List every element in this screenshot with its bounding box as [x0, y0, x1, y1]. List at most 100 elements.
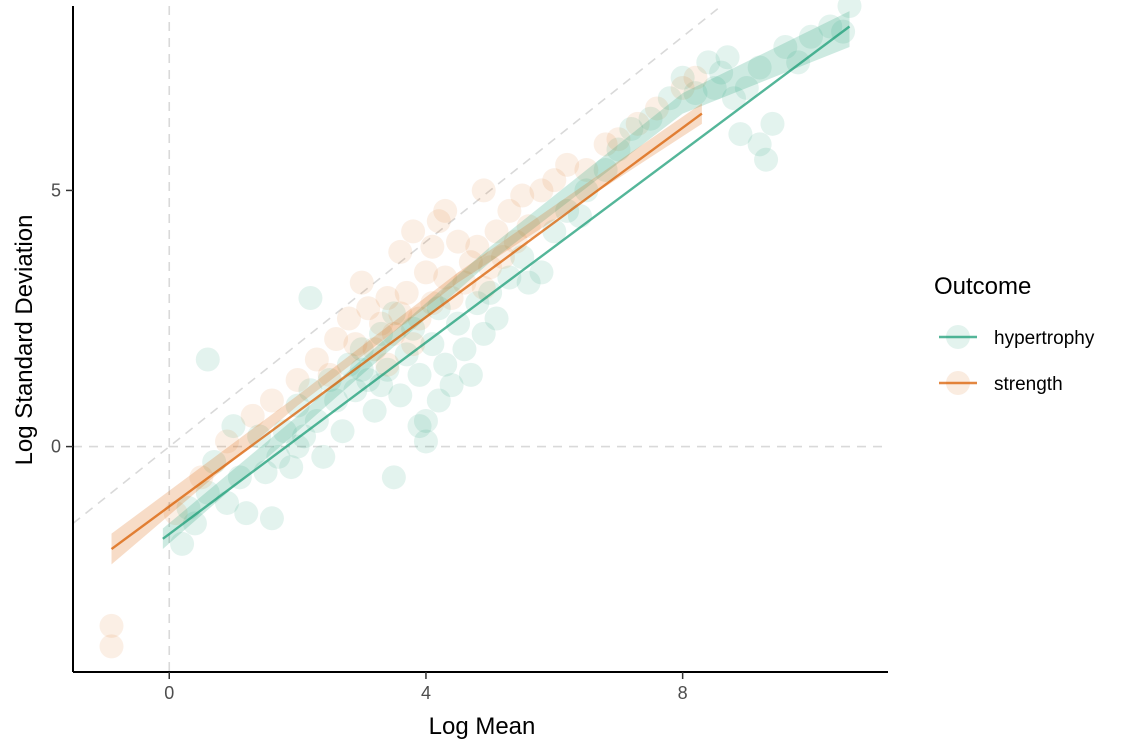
strength-point: [670, 75, 695, 100]
axes: [72, 6, 888, 673]
strength-point: [490, 245, 515, 270]
strength-point: [394, 280, 419, 305]
strength-point: [369, 311, 394, 336]
x-tick-label: 4: [421, 683, 431, 703]
hypertrophy-point: [516, 270, 541, 295]
hypertrophy-point: [715, 45, 740, 70]
strength-point: [606, 127, 631, 152]
strength-point: [240, 403, 265, 428]
hypertrophy-point: [381, 301, 406, 326]
hypertrophy-point: [407, 362, 432, 387]
hypertrophy-point: [285, 393, 310, 418]
strength-point: [542, 168, 567, 193]
hypertrophy-point: [747, 132, 772, 157]
hypertrophy-point: [279, 455, 304, 480]
strength-point: [433, 265, 458, 290]
strength-point: [375, 352, 400, 377]
hypertrophy-point: [484, 306, 509, 331]
hypertrophy-point: [298, 286, 323, 311]
hypertrophy-point: [452, 337, 477, 362]
hypertrophy-point: [446, 311, 471, 336]
hypertrophy-point: [195, 347, 220, 372]
x-axis-title: Log Mean: [429, 713, 536, 740]
strength-point: [324, 327, 349, 351]
y-tick-label: 5: [51, 180, 61, 200]
strength-point: [644, 96, 669, 121]
hypertrophy-point: [234, 501, 259, 526]
strength-point: [683, 65, 708, 90]
strength-fit-line: [110, 112, 703, 551]
hypertrophy-point: [670, 65, 695, 90]
hypertrophy-point: [754, 147, 779, 172]
strength-point: [304, 347, 329, 372]
strength-point: [471, 178, 496, 203]
hypertrophy-point: [259, 506, 284, 531]
legend-label: strength: [994, 374, 1063, 395]
hypertrophy-point: [362, 398, 387, 423]
hypertrophy-point: [529, 260, 554, 285]
hypertrophy-confidence-band: [162, 11, 850, 550]
hypertrophy-point: [182, 511, 207, 536]
hypertrophy-point: [728, 122, 753, 147]
hypertrophy-point: [837, 0, 862, 18]
strength-point: [388, 301, 413, 326]
data-points: [99, 0, 862, 659]
hypertrophy-point: [458, 362, 483, 387]
x-tick-label: 8: [678, 683, 688, 703]
strength-point: [356, 296, 381, 321]
hypertrophy-point: [413, 408, 438, 433]
hypertrophy-point: [683, 81, 708, 106]
strength-point: [555, 152, 580, 177]
legend-label: hypertrophy: [994, 328, 1095, 349]
hypertrophy-point: [619, 116, 644, 141]
legend-item-strength: strength: [939, 371, 1063, 395]
hypertrophy-point: [298, 378, 323, 403]
hypertrophy-point: [215, 490, 240, 515]
strength-point: [510, 183, 535, 208]
reference-lines: [72, 5, 888, 672]
strength-point: [336, 306, 361, 331]
hypertrophy-point: [426, 388, 451, 413]
strength-point: [362, 337, 387, 362]
hypertrophy-point: [195, 480, 220, 505]
strength-point: [446, 229, 471, 254]
strength-point: [99, 634, 124, 659]
hypertrophy-point: [471, 321, 496, 346]
hypertrophy-point: [285, 434, 310, 459]
y-tick-label: 0: [51, 437, 61, 457]
hypertrophy-point: [709, 60, 734, 85]
hypertrophy-point: [696, 50, 721, 75]
strength-point: [189, 465, 214, 490]
strength-point: [317, 362, 342, 387]
strength-point: [574, 157, 599, 182]
strength-point: [259, 388, 284, 413]
hypertrophy-point: [420, 332, 445, 357]
strength-point: [452, 270, 477, 295]
strength-point: [420, 234, 445, 259]
ticks: 0 4 8 0 5: [51, 180, 688, 703]
hypertrophy-point: [170, 531, 195, 556]
hypertrophy-point: [227, 465, 252, 490]
strength-point: [285, 367, 310, 392]
legend-entries: hypertrophy strength: [939, 325, 1095, 395]
hypertrophy-point: [574, 178, 599, 203]
hypertrophy-point: [702, 75, 727, 100]
strength-point: [593, 132, 618, 157]
strength-point: [401, 332, 426, 357]
hypertrophy-point: [221, 414, 246, 439]
hypertrophy-point: [606, 137, 631, 162]
hypertrophy-point: [343, 378, 368, 403]
strength-point: [413, 260, 438, 285]
strength-point: [426, 209, 451, 234]
strength-point: [625, 111, 650, 136]
hypertrophy-point: [247, 424, 272, 449]
strength-point: [343, 332, 368, 357]
strength-point: [401, 219, 426, 244]
hypertrophy-point: [439, 373, 464, 398]
hypertrophy-point: [721, 86, 746, 111]
hypertrophy-point: [369, 321, 394, 346]
strength-point: [375, 286, 400, 311]
strength-point: [497, 198, 522, 223]
hypertrophy-point: [593, 157, 618, 182]
